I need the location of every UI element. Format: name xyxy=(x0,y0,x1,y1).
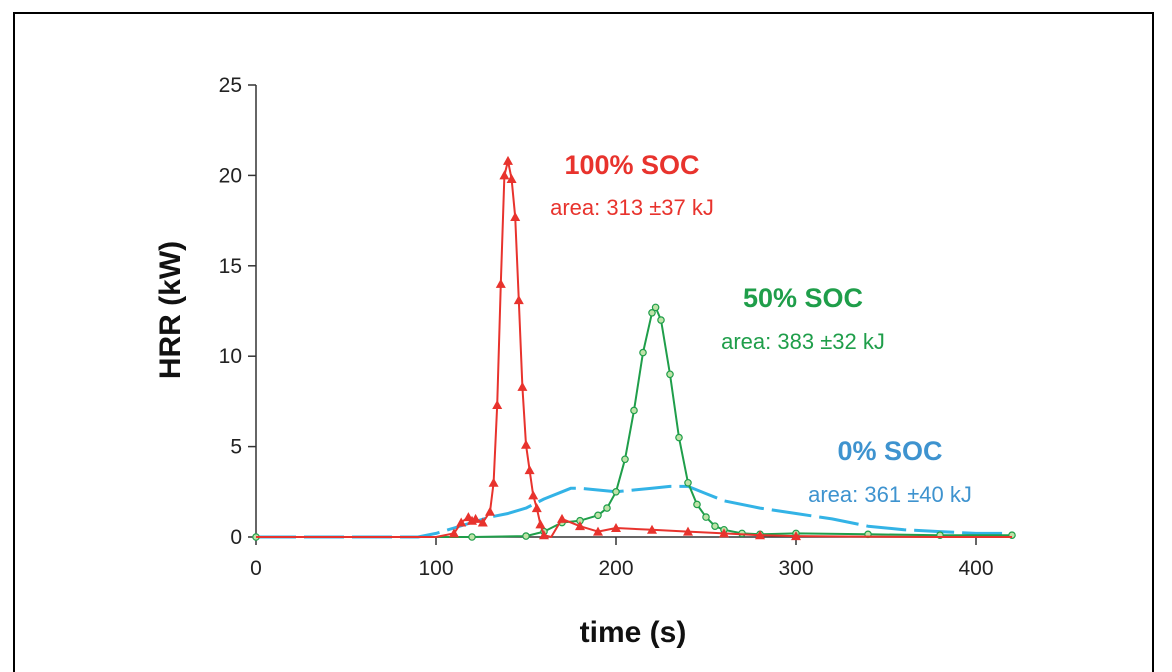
series-layer xyxy=(252,155,1016,541)
data-point-circle xyxy=(657,316,665,324)
data-point-triangle xyxy=(495,278,506,288)
data-point-triangle xyxy=(755,530,765,540)
y-tick-label: 0 xyxy=(230,526,242,549)
data-point-triangle xyxy=(517,381,528,391)
data-point-triangle xyxy=(521,439,531,449)
data-point-circle xyxy=(612,487,620,496)
annotation-title: 100% SOC xyxy=(564,150,699,180)
y-tick-label: 20 xyxy=(219,164,242,187)
y-tick-label: 15 xyxy=(219,255,242,278)
data-point-circle xyxy=(675,433,683,442)
data-point-triangle xyxy=(683,526,693,536)
data-point-triangle xyxy=(611,522,621,532)
x-axis-title: time (s) xyxy=(580,616,687,649)
data-point-triangle xyxy=(492,400,503,410)
data-point-circle xyxy=(648,309,656,317)
x-tick-label: 100 xyxy=(418,557,453,580)
series-line xyxy=(256,484,1012,539)
data-point-triangle xyxy=(528,490,539,500)
annotation-title: 50% SOC xyxy=(743,283,863,313)
series-0-soc xyxy=(256,484,1012,539)
data-point-triangle xyxy=(539,530,549,540)
data-point-triangle xyxy=(456,517,467,527)
data-point-triangle xyxy=(535,519,546,529)
data-point-triangle xyxy=(557,513,567,523)
data-point-circle xyxy=(639,348,647,357)
data-point-circle xyxy=(522,532,530,540)
x-tick-label: 0 xyxy=(250,557,262,580)
data-point-triangle xyxy=(470,513,481,523)
data-point-triangle xyxy=(513,295,524,305)
annotation-area: area: 361 ±40 kJ xyxy=(808,482,972,507)
data-point-circle xyxy=(468,533,476,541)
data-point-triangle xyxy=(506,174,517,184)
annotation-area: area: 383 ±32 kJ xyxy=(721,329,885,354)
data-point-triangle xyxy=(449,528,459,538)
data-point-triangle xyxy=(488,477,499,487)
data-point-circle xyxy=(666,370,674,379)
y-tick-label: 10 xyxy=(219,345,242,368)
data-point-circle xyxy=(621,455,629,464)
data-point-circle xyxy=(711,522,719,530)
figure-frame xyxy=(13,12,1154,672)
annotation-title: 0% SOC xyxy=(837,436,942,466)
data-point-triangle xyxy=(503,155,513,165)
series-100-soc xyxy=(256,155,1012,541)
y-tick-label: 25 xyxy=(219,74,242,97)
data-point-triangle xyxy=(499,170,510,180)
data-point-circle xyxy=(630,406,638,415)
data-point-triangle xyxy=(510,211,521,221)
data-point-triangle xyxy=(593,526,603,536)
data-point-triangle xyxy=(575,521,585,531)
x-tick-label: 400 xyxy=(958,557,993,580)
x-tick-label: 300 xyxy=(778,557,813,580)
data-point-circle xyxy=(702,513,710,521)
data-point-circle xyxy=(651,303,660,312)
data-point-circle xyxy=(693,500,701,509)
y-tick-label: 5 xyxy=(230,436,242,459)
data-point-triangle xyxy=(524,465,535,475)
y-axis-title: HRR (kW) xyxy=(154,241,187,379)
data-point-circle xyxy=(594,511,602,520)
data-point-triangle xyxy=(791,531,801,541)
data-point-triangle xyxy=(647,524,657,534)
x-tick-label: 200 xyxy=(598,557,633,580)
data-point-circle xyxy=(603,504,611,512)
data-point-triangle xyxy=(719,528,729,538)
data-point-circle xyxy=(684,478,692,487)
data-point-triangle xyxy=(477,517,488,527)
data-point-triangle xyxy=(485,506,495,516)
annotations: 100% SOC area: 313 ±37 kJ 50% SOC area: 383… xyxy=(550,150,972,507)
annotation-area: area: 313 ±37 kJ xyxy=(550,195,714,220)
data-point-triangle xyxy=(531,503,542,513)
